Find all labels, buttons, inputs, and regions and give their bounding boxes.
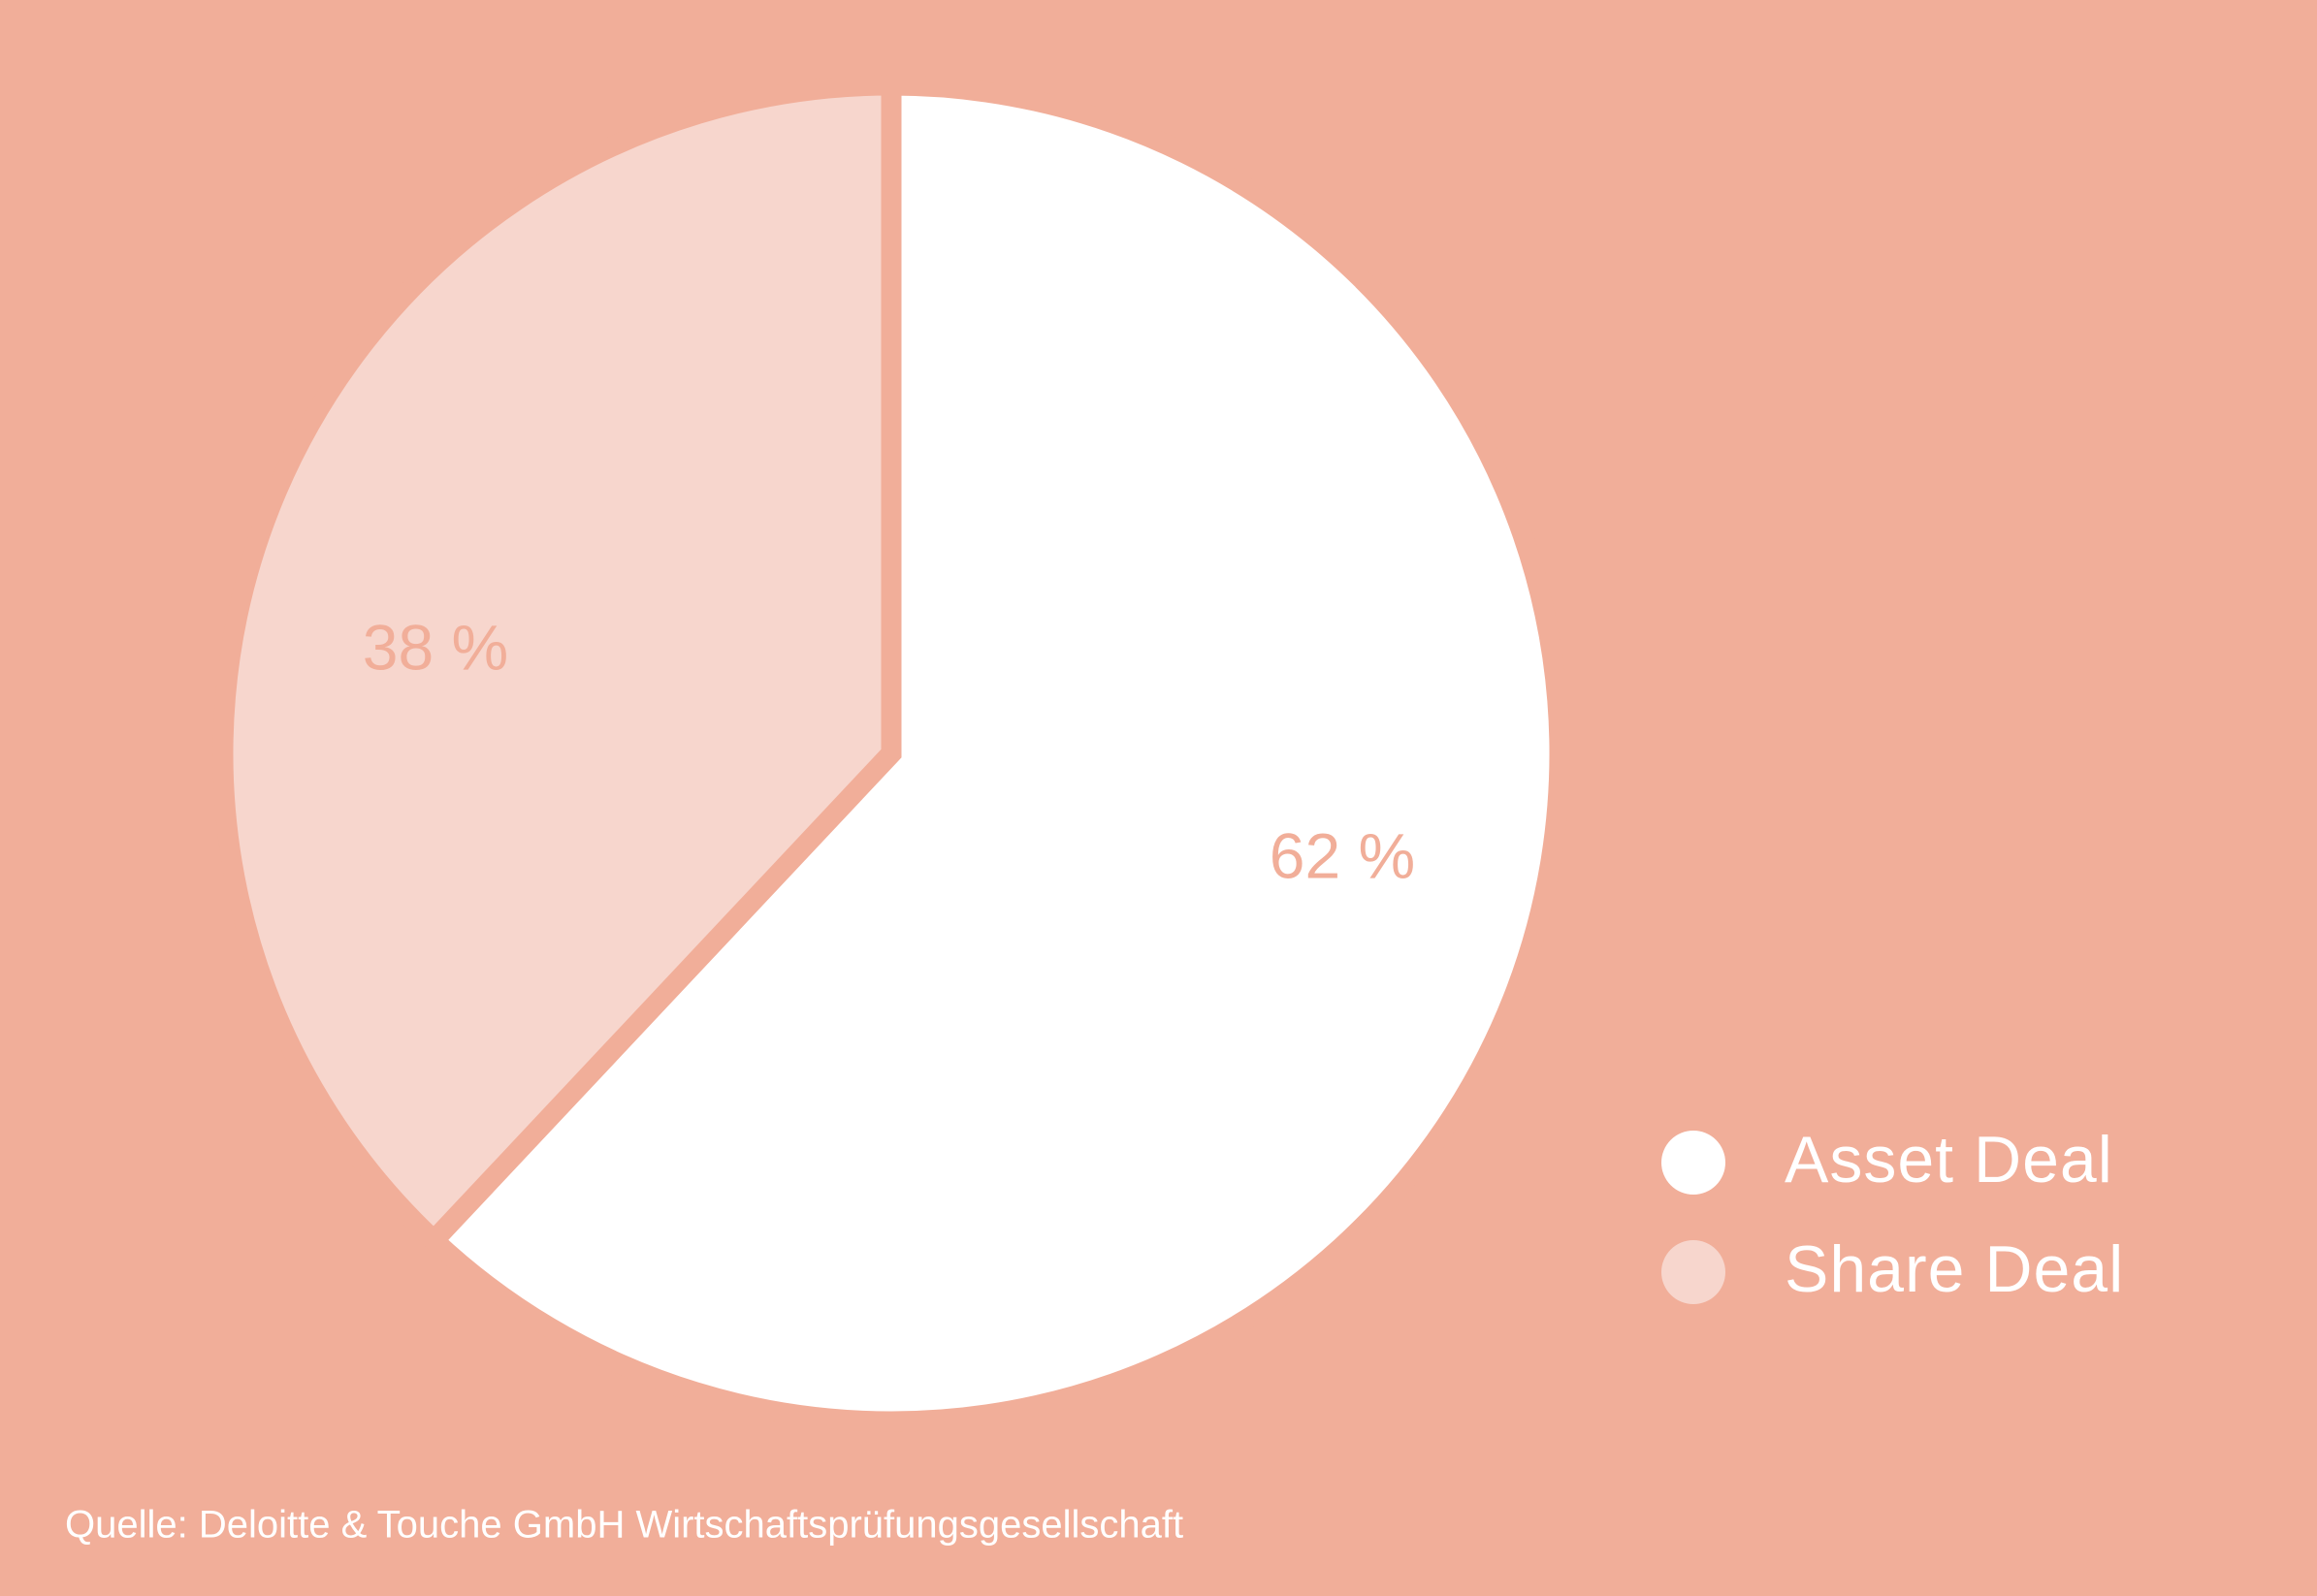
- pie-slice: [212, 75, 902, 1256]
- legend-marker: [1661, 1240, 1725, 1304]
- legend-label: Share Deal: [1785, 1232, 2124, 1306]
- legend-label: Asset Deal: [1785, 1123, 2113, 1197]
- value-label: 38 %: [363, 611, 508, 683]
- pie-slice: [419, 75, 1570, 1432]
- source-note: Quelle: Deloitte & Touche GmbH Wirtschaf…: [65, 1504, 1183, 1547]
- legend-marker: [1661, 1131, 1725, 1195]
- value-label: 62 %: [1270, 819, 1415, 891]
